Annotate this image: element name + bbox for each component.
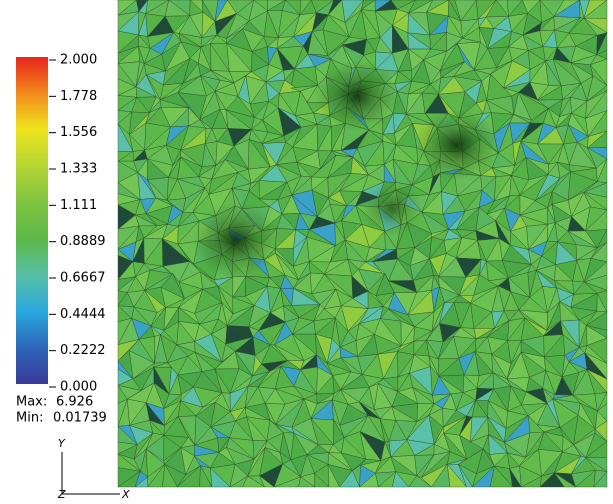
mesh-cell [489,465,514,488]
mesh-cell [259,475,275,488]
dense-regions [192,60,499,278]
min-label: Min: [16,411,43,426]
mesh-cell [509,468,522,488]
mesh-cell [298,476,316,488]
dense-region [315,60,399,132]
tick-label: 0.8889 [60,234,106,249]
mesh-cell [162,463,178,488]
tick-label: 0.6667 [60,271,106,286]
dense-region [360,180,424,236]
mesh-cell [458,464,473,488]
axis-z-label: Z [57,488,66,501]
mesh-cell [593,470,608,488]
tick-label: 0.2222 [60,343,106,358]
axis-y-label: Y [58,437,66,450]
axis-x-label: X [121,488,130,501]
mesh-cell [242,475,266,488]
mesh-cell [339,470,360,488]
dense-region [415,109,499,181]
tick-label: 1.333 [60,162,97,177]
max-value: 6.926 [56,395,93,410]
max-label: Max: [16,395,47,410]
mesh-cell [199,465,213,488]
mesh-cell [447,463,467,488]
mesh-cell [314,472,330,488]
tick-label: 1.556 [60,125,97,140]
tick-label: 0.4444 [60,307,106,322]
colorbar-ticks: 2.000 1.778 1.556 1.333 1.111 0.8889 0.6667 0.4… [49,53,106,395]
mesh-cell [391,471,410,488]
tick-label: 1.778 [60,89,97,104]
mesh-cell [327,464,340,488]
mesh-cell [408,475,433,488]
mesh-cell [210,467,231,488]
min-value: 0.01739 [53,411,107,426]
mesh-cell [554,472,577,488]
dense-region [192,202,280,278]
tick-label: 1.111 [60,198,97,213]
tick-label: 2.000 [60,53,97,68]
tick-label: 0.000 [60,380,97,395]
colorbar [16,57,48,384]
